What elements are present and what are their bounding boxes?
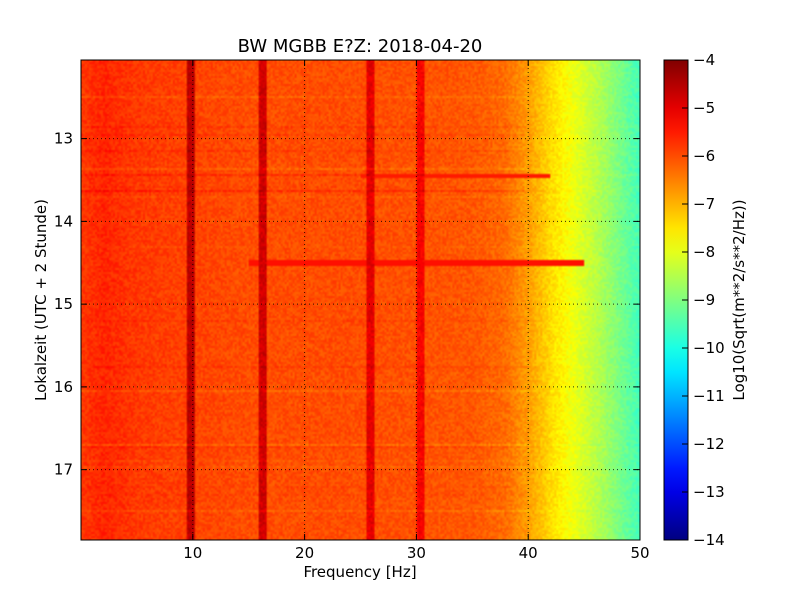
colorbar-tick-label: −11 xyxy=(693,387,725,405)
x-axis-label: Frequency [Hz] xyxy=(303,563,416,581)
colorbar-tick-label: −5 xyxy=(693,99,715,117)
colorbar-ticks: −4 −5 −6 −7 −8 −9 −10 −11 −12 −13 −14 xyxy=(682,51,725,549)
x-tick-label: 30 xyxy=(407,544,426,562)
x-tick-label: 50 xyxy=(630,544,649,562)
plot-frame xyxy=(80,59,641,541)
y-axis-label: Lokalzeit (UTC + 2 Stunde) xyxy=(32,199,50,401)
x-tick-label: 40 xyxy=(519,544,538,562)
colorbar-tick-label: −9 xyxy=(693,291,715,309)
colorbar-tick-label: −7 xyxy=(693,195,715,213)
plot-area: 10 20 30 40 50 13 14 15 16 17 xyxy=(54,59,650,562)
y-tick-label: 17 xyxy=(54,461,73,479)
grid-lines xyxy=(81,60,640,540)
colorbar-tick-label: −13 xyxy=(693,483,725,501)
x-axis: 10 20 30 40 50 xyxy=(183,60,650,562)
colorbar-tick-label: −12 xyxy=(693,435,725,453)
colorbar: −4 −5 −6 −7 −8 −9 −10 −11 −12 −13 −14 Log10(Sqrt(m… xyxy=(663,51,748,549)
y-tick-label: 14 xyxy=(54,212,73,230)
colorbar-tick-label: −8 xyxy=(693,243,715,261)
colorbar-label: Log10(Sqrt(m**2/s**2/Hz)) xyxy=(730,199,748,400)
y-tick-label: 15 xyxy=(54,295,73,313)
spectrogram-heatmap xyxy=(81,60,640,540)
colorbar-tick-label: −10 xyxy=(693,339,725,357)
y-tick-label: 13 xyxy=(54,130,73,148)
colorbar-tick-label: −6 xyxy=(693,147,715,165)
y-tick-label: 16 xyxy=(54,378,73,396)
x-tick-label: 10 xyxy=(183,544,202,562)
x-tick-label: 20 xyxy=(295,544,314,562)
colorbar-tick-label: −4 xyxy=(693,51,715,69)
y-axis: 13 14 15 16 17 xyxy=(54,130,640,479)
colorbar-tick-label: −14 xyxy=(693,531,725,549)
chart-title: BW MGBB E?Z: 2018-04-20 xyxy=(238,36,483,57)
